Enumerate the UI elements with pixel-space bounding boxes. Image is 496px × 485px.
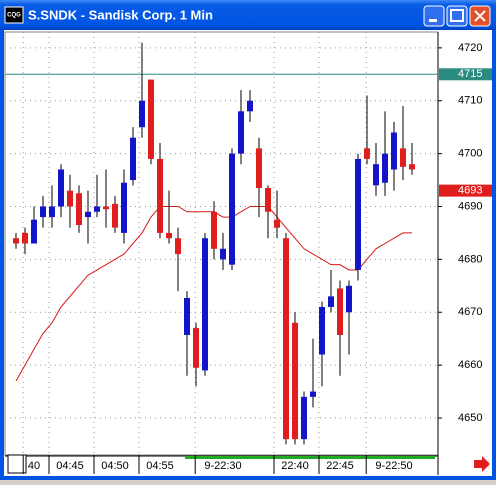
x-tick-label: 9-22:50 [375,460,412,472]
candle-body [337,288,343,335]
corner-box[interactable] [7,454,27,474]
title-bar [0,0,496,30]
candle-body [409,164,415,170]
app-icon [4,6,24,24]
candle-body [112,203,118,228]
candle-body [175,238,181,255]
y-tick-label: 4650 [458,412,482,424]
candle-body [157,158,163,233]
candle-body [355,158,361,270]
candle-body [382,153,388,183]
candle-body [247,100,253,112]
x-tick-label: 04:45 [56,460,84,472]
candle-body [301,396,307,440]
plot-layer: 4650 4660 4670 4680 4690 4700 4710 4720 40 04:45 0… [5,32,492,474]
candle-body [283,238,289,440]
close-glyph [474,10,486,22]
candle-body [166,232,172,239]
x-tick-label: 22:40 [281,460,309,472]
candle-body [391,132,397,170]
candle-body [211,211,217,249]
y-tick-label: 4670 [458,306,482,318]
candle-body [274,219,280,228]
x-tick-label: 04:50 [101,460,129,472]
x-tick-label: 22:45 [326,460,354,472]
candle-body [220,248,226,260]
candle-body [292,322,298,440]
y-tick-label: 4660 [458,359,482,371]
candle-body [328,296,334,307]
y-tick-label: 4720 [458,42,482,54]
window-title: S.SNDK - Sandisk Corp. 1 Min [28,7,213,22]
y-tick-label: 4710 [458,95,482,107]
candle-body [373,164,379,186]
candle-body [310,391,316,397]
candle-body [58,169,64,207]
y-tick-label: 4680 [458,253,482,265]
candle-body [364,148,370,159]
reference-label: 4715 [458,68,482,80]
candle-body [67,190,73,207]
plot-area [4,31,439,456]
candle-body [130,137,136,181]
y-tick-label: 4690 [458,200,482,212]
y-tick-label: 4700 [458,148,482,160]
maximize-glyph [450,9,464,22]
candle-body [319,306,325,355]
candle-body [256,148,262,188]
candle-body [346,285,352,313]
session-bar [185,456,435,459]
candle-body [76,193,82,225]
candle-body [40,206,46,218]
candle-body [400,148,406,167]
candle-body [238,111,244,154]
candle-body [184,297,190,335]
candle-body [85,211,91,218]
candle-body [31,219,37,244]
candle-body [229,153,235,265]
minimize-button[interactable] [423,5,445,27]
candle-body [13,238,19,244]
scroll-arrow[interactable] [474,456,490,472]
candle-body [265,187,271,212]
candle-body [103,206,109,210]
x-tick-label: 9-22:30 [204,460,241,472]
candle-body [22,232,28,244]
x-tick-label: 40 [28,460,40,472]
candle-body [202,238,208,371]
last-price-label: 4693 [458,185,482,197]
candle-body [148,79,154,159]
candle-body [193,328,199,368]
reference-label-box [439,68,492,81]
app-icon-text: CQG [7,13,21,19]
minimize-glyph [429,19,437,22]
last-price-box [439,184,492,197]
x-tick-label: 04:55 [146,460,174,472]
candle-body [121,182,127,233]
candle-body [49,206,55,218]
candle-body [94,206,100,212]
candle-body [139,100,145,128]
